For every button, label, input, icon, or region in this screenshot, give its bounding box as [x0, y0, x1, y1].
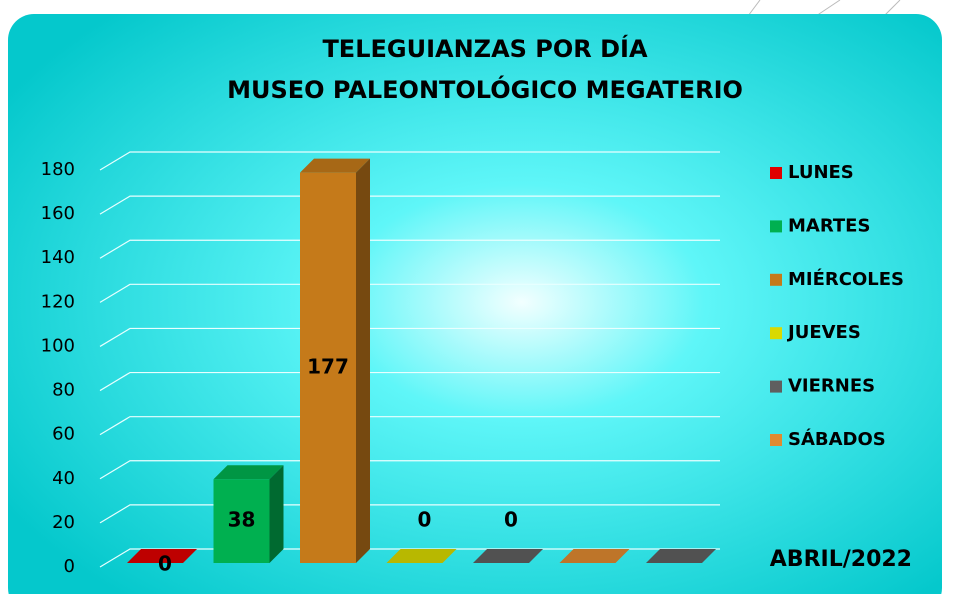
legend-label: MIÉRCOLES	[788, 268, 904, 290]
legend-label: LUNES	[788, 162, 854, 183]
bar	[473, 549, 543, 563]
bar-face	[300, 158, 370, 173]
legend-swatch	[770, 434, 782, 446]
bar-face	[213, 465, 284, 480]
y-tick-label: 80	[52, 380, 75, 401]
bar-face	[356, 158, 370, 563]
data-label: 38	[228, 508, 256, 532]
data-label: 0	[418, 508, 432, 532]
bar	[386, 549, 457, 563]
chart-subtitle: MUSEO PALEONTOLÓGICO MEGATERIO	[227, 74, 743, 104]
annotation: ABRIL/2022	[770, 547, 912, 572]
bar	[127, 549, 197, 563]
bar-face	[473, 549, 543, 563]
legend-swatch	[770, 167, 782, 179]
bar-face	[127, 549, 197, 563]
bar-face	[213, 479, 270, 563]
bar-face	[386, 549, 457, 563]
y-tick-label: 120	[41, 291, 75, 312]
data-label: 0	[504, 508, 518, 532]
y-tick-label: 100	[41, 335, 75, 356]
y-tick-label: 40	[52, 468, 75, 489]
legend-label: SÁBADOS	[788, 428, 886, 450]
y-tick-label: 20	[52, 512, 75, 533]
grid-line	[99, 151, 720, 171]
y-tick-label: 180	[41, 159, 75, 180]
legend-swatch	[770, 380, 782, 393]
grid-line	[99, 239, 720, 259]
legend-swatch	[770, 327, 782, 340]
bar-face	[646, 549, 716, 563]
data-label: 0	[158, 552, 172, 576]
grid-line	[99, 504, 720, 524]
bar-face	[269, 465, 284, 563]
bar	[300, 158, 370, 563]
y-tick-label: 160	[41, 203, 75, 224]
y-tick-label: 60	[52, 424, 75, 445]
bar-face	[559, 549, 630, 563]
legend-label: JUEVES	[786, 322, 861, 343]
grid-line	[99, 371, 720, 392]
bar	[646, 549, 716, 563]
panel	[8, 14, 942, 594]
y-tick-label: 0	[64, 556, 75, 577]
data-label: 177	[307, 354, 349, 378]
grid-line	[99, 416, 720, 436]
legend-swatch	[770, 273, 782, 286]
grid-line	[99, 460, 720, 480]
grid-line	[99, 195, 720, 215]
legend-swatch	[770, 220, 782, 233]
legend-label: VIERNES	[788, 376, 875, 397]
grid-line	[99, 327, 720, 347]
bar	[213, 465, 284, 563]
legend-label: MARTES	[788, 215, 870, 236]
bar	[559, 549, 630, 563]
chart-title: TELEGUIANZAS POR DÍA	[322, 34, 648, 63]
bar-face	[300, 172, 356, 563]
y-tick-label: 140	[41, 247, 75, 268]
grid-line	[99, 283, 720, 303]
